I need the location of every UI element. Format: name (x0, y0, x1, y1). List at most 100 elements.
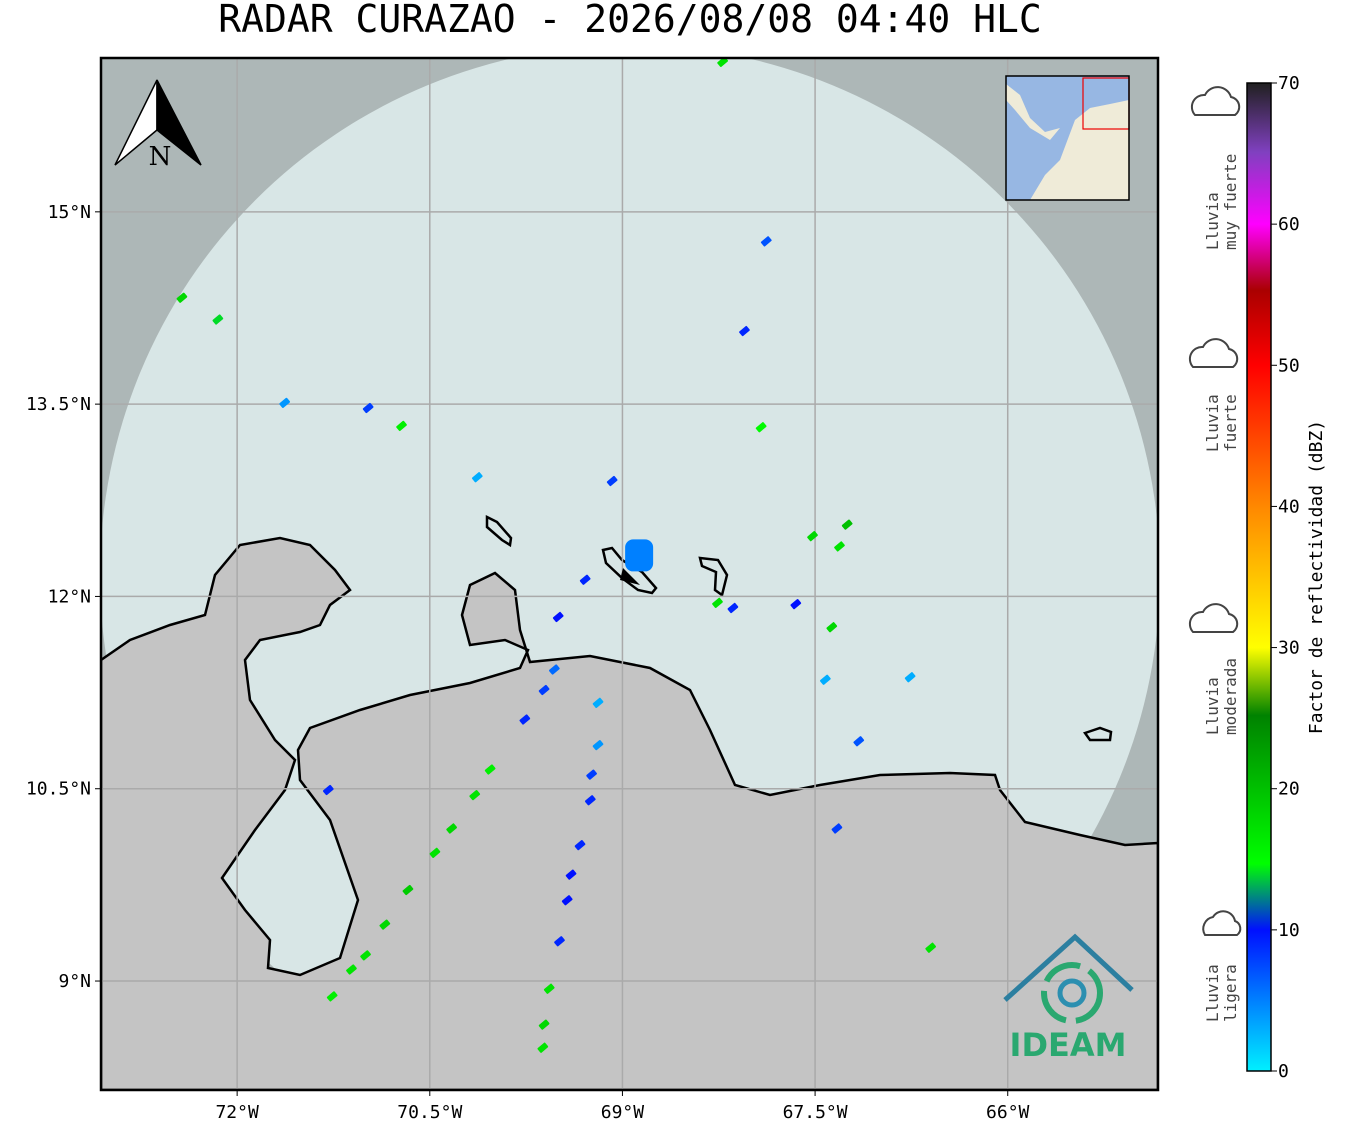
aruba (485, 514, 513, 548)
radar-echo (755, 422, 767, 433)
legend-line: ligera (1221, 964, 1240, 1022)
y-tick-label: 9°N (58, 971, 91, 992)
inset-land (1030, 100, 1129, 200)
logo-swirl (1041, 962, 1103, 1024)
radar-echo (807, 531, 818, 542)
radar-echo (592, 740, 604, 751)
logo: IDEAM (1003, 933, 1134, 1064)
radar-echo (834, 541, 845, 552)
grid (101, 58, 1158, 1090)
axis-labels: 72°W 70.5°W 69°W 67.5°W 66°W 9°N 10.5°N 12°N 13.… (26, 202, 1030, 1123)
radar-echo (322, 784, 334, 796)
radar-echo (579, 574, 591, 585)
radar-echo (625, 539, 654, 572)
legend-line: moderada (1221, 658, 1240, 735)
radar-echo (446, 823, 457, 834)
inset-frame (1005, 75, 1130, 201)
radar-echo (606, 475, 618, 487)
x-tick-label: 66°W (986, 1102, 1030, 1123)
radar-echo (554, 936, 565, 947)
y-tick-label: 13.5°N (26, 394, 91, 415)
radar-echo (925, 942, 937, 953)
radar-echo (790, 599, 802, 610)
radar-echo (537, 1042, 549, 1053)
icon-heavy (1188, 338, 1239, 368)
y-tick-label: 15°N (48, 202, 91, 223)
radar-echo (538, 684, 550, 696)
radar-echo (574, 840, 586, 851)
radar-echo (212, 314, 224, 325)
radar-echo (904, 672, 916, 683)
logo-eye (1057, 978, 1087, 1008)
logo-roof (1003, 933, 1134, 1002)
radar-echo (592, 697, 604, 708)
radar-echo (326, 991, 338, 1002)
colorbar-tick-label: 0 (1278, 1061, 1289, 1082)
radar-echo (469, 790, 481, 801)
colorbar-tick-label: 50 (1278, 355, 1300, 376)
north-arrow: N (114, 79, 202, 172)
radar-echo (396, 420, 407, 432)
radar-echo (402, 884, 414, 896)
map-frame (99, 56, 1160, 1092)
legend-icons (1188, 86, 1242, 936)
colorbar-tick-label: 40 (1278, 496, 1300, 517)
icon-very-heavy (1190, 86, 1241, 116)
radar-echo (471, 472, 483, 483)
radar-echo (760, 236, 772, 247)
radar-echo (538, 1019, 550, 1030)
radar-echo (853, 736, 865, 747)
colorbar-tick-label: 20 (1278, 779, 1300, 800)
legend-line: muy fuerte (1221, 154, 1240, 250)
radar-echo (346, 964, 357, 975)
legend-line: Lluvia (1203, 964, 1222, 1022)
arrow-right (156, 79, 202, 166)
radar-echo (826, 622, 838, 633)
radar-echo (727, 602, 739, 614)
colorbar-tick-label: 10 (1278, 920, 1300, 941)
radar-echo (362, 402, 374, 414)
map (101, 58, 1158, 1090)
title: RADAR CURAZAO - 2026/08/08 04:40 HLC (218, 0, 1042, 41)
radar-echo (543, 983, 555, 994)
radar-echo (565, 869, 577, 880)
x-tick-label: 72°W (215, 1102, 259, 1123)
colorbar-tick-label: 70 (1278, 73, 1300, 94)
radar-echo (549, 664, 560, 675)
inset-map (1005, 75, 1130, 201)
north-label: N (149, 142, 172, 172)
radar-echo (176, 292, 188, 303)
legend-line: Lluvia (1203, 192, 1222, 250)
inset-central-america (1006, 84, 1060, 140)
la-orchila (1082, 726, 1113, 742)
legend-line: fuerte (1221, 394, 1240, 452)
radar-echo (584, 795, 596, 806)
x-tick-label: 69°W (601, 1102, 645, 1123)
radar-echo (561, 895, 573, 906)
radar-echo (831, 823, 843, 834)
legend-line: Lluvia (1203, 394, 1222, 452)
x-tick-label: 70.5°W (397, 1102, 462, 1123)
x-tick-label: 67.5°W (783, 1102, 848, 1123)
bonaire (698, 556, 729, 598)
y-tick-label: 10.5°N (26, 779, 91, 800)
icon-moderate (1188, 603, 1239, 633)
radar-echo (586, 769, 597, 780)
radar-echo (717, 58, 728, 67)
radar-echo (739, 325, 750, 337)
radar-echo (552, 611, 564, 623)
radar-echo (429, 847, 441, 858)
radar-echo (820, 674, 831, 685)
radar-echo (279, 397, 291, 408)
radar-site (620, 568, 640, 585)
radar-echo (379, 919, 391, 930)
colorbar (1246, 82, 1272, 1072)
colorbar-tick-label: 60 (1278, 214, 1300, 235)
colorbar-label: Factor de reflectividad (dBZ) (1306, 420, 1327, 734)
y-tick-label: 12°N (48, 586, 91, 607)
legend-line: Lluvia (1203, 677, 1222, 735)
radar-echo (519, 714, 531, 725)
radar-echo (360, 950, 371, 961)
echoes (176, 58, 937, 1053)
